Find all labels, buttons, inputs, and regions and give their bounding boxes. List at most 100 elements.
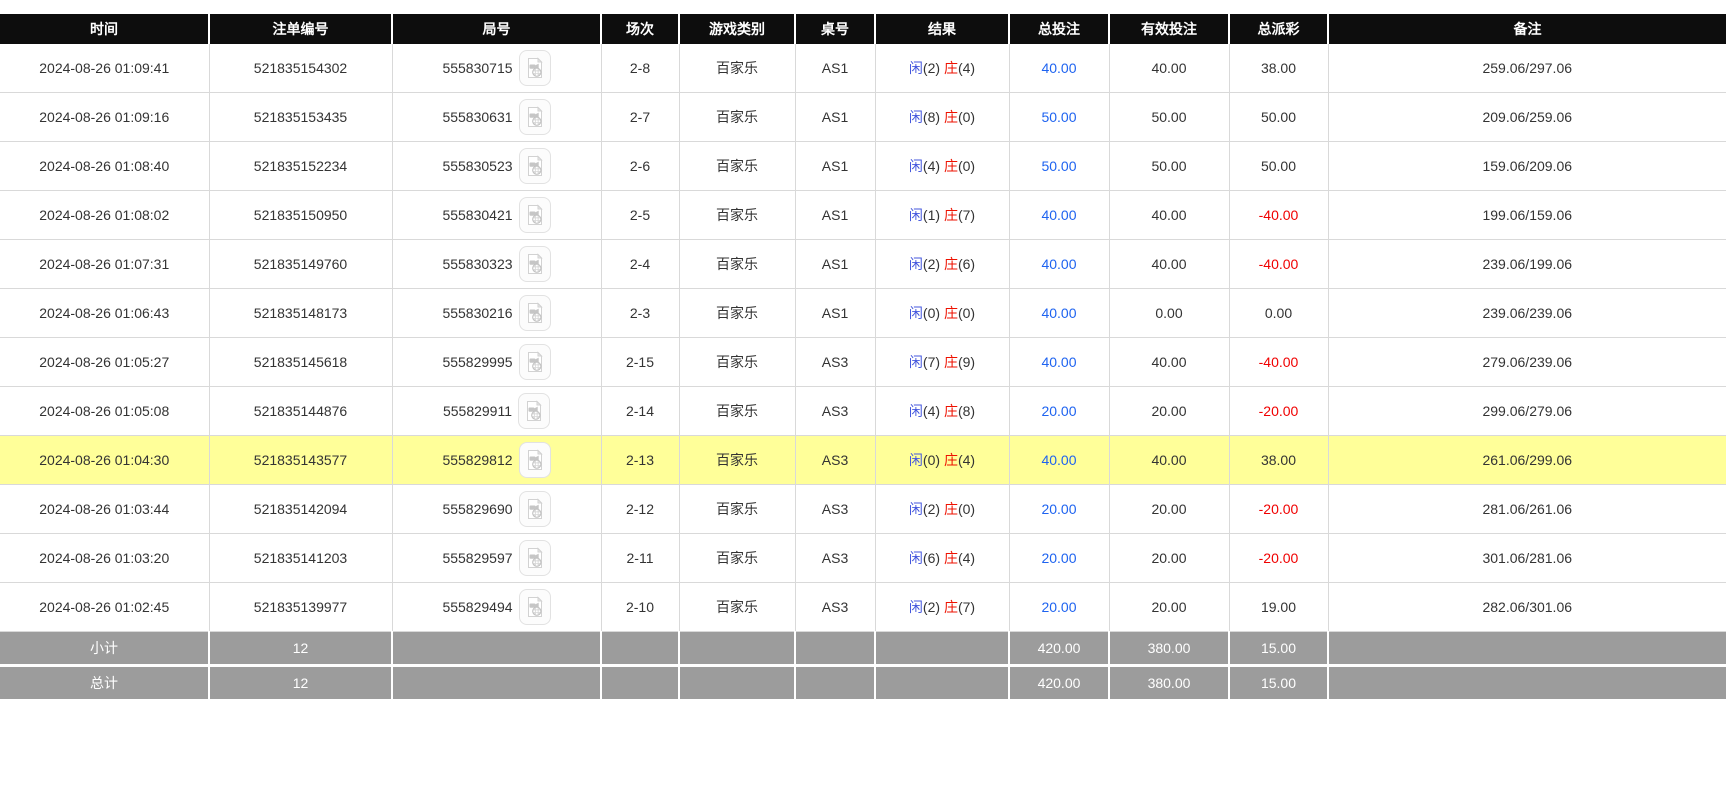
table-row[interactable]: 2024-08-26 01:08:40 521835152234 5558305… [0,141,1726,191]
cell-total-bet: 20.00 [1009,386,1110,436]
cell-payout: -40.00 [1229,337,1329,387]
video-replay-icon[interactable] [518,197,551,233]
result-player-label: 闲 [908,354,923,370]
cell-round-no: 555830421 [392,190,602,240]
payout-value: -20.00 [1258,403,1299,419]
cell-bet-no: 521835149760 [209,239,393,289]
footer-empty-cell [1328,665,1726,702]
grand-total-count: 12 [209,665,393,702]
cell-remark: 239.06/239.06 [1328,288,1726,338]
cell-bet-no: 521835141203 [209,533,393,583]
cell-time: 2024-08-26 01:03:44 [0,484,210,534]
cell-result: 闲(2) 庄(4) [875,44,1010,93]
result-player-points: (2) [922,256,941,272]
footer-empty-cell [601,665,680,702]
video-replay-icon[interactable] [518,393,551,429]
round-number: 555830323 [442,256,513,272]
cell-total-bet: 50.00 [1009,141,1110,191]
table-row[interactable]: 2024-08-26 01:04:30 521835143577 5558298… [0,435,1726,485]
round-number: 555829812 [442,452,513,468]
cell-valid-bet: 20.00 [1109,533,1230,583]
result-banker-label: 庄 [943,501,958,517]
total-bet-link[interactable]: 50.00 [1041,109,1077,125]
cell-result: 闲(0) 庄(4) [875,435,1010,485]
total-bet-link[interactable]: 40.00 [1041,256,1077,272]
total-bet-link[interactable]: 40.00 [1041,354,1077,370]
video-replay-icon[interactable] [518,442,551,478]
total-bet-link[interactable]: 40.00 [1041,452,1077,468]
cell-session: 2-5 [601,190,680,240]
table-row[interactable]: 2024-08-26 01:09:41 521835154302 5558307… [0,44,1726,93]
total-bet-link[interactable]: 20.00 [1041,550,1077,566]
cell-result: 闲(0) 庄(0) [875,288,1010,338]
total-bet-link[interactable]: 20.00 [1041,501,1077,517]
cell-remark: 279.06/239.06 [1328,337,1726,387]
video-replay-icon[interactable] [518,50,551,86]
total-bet-link[interactable]: 20.00 [1041,599,1077,615]
result-player-points: (2) [922,599,941,615]
table-row[interactable]: 2024-08-26 01:05:27 521835145618 5558299… [0,337,1726,387]
cell-round-no: 555830631 [392,92,602,142]
cell-session: 2-13 [601,435,680,485]
table-header: 时间 注单编号 局号 场次 游戏类别 桌号 结果 总投注 有效投注 总派彩 备注 [0,14,1726,44]
result-player-label: 闲 [908,207,923,223]
footer-empty-cell [392,665,602,702]
cell-total-bet: 20.00 [1009,484,1110,534]
total-bet-link[interactable]: 40.00 [1041,60,1077,76]
round-number: 555829995 [442,354,513,370]
round-number: 555829597 [442,550,513,566]
col-header-table-no: 桌号 [795,14,876,44]
video-replay-icon[interactable] [518,246,551,282]
cell-round-no: 555829995 [392,337,602,387]
cell-valid-bet: 20.00 [1109,386,1230,436]
video-replay-icon[interactable] [518,491,551,527]
total-bet-link[interactable]: 50.00 [1041,158,1077,174]
footer-empty-cell [601,631,680,667]
result-banker-points: (8) [957,403,976,419]
round-number: 555830631 [442,109,513,125]
cell-session: 2-6 [601,141,680,191]
video-replay-icon[interactable] [518,540,551,576]
table-row[interactable]: 2024-08-26 01:02:45 521835139977 5558294… [0,582,1726,632]
result-banker-label: 庄 [943,550,958,566]
video-replay-icon[interactable] [518,344,551,380]
cell-valid-bet: 50.00 [1109,92,1230,142]
cell-payout: 50.00 [1229,92,1329,142]
video-replay-icon[interactable] [518,295,551,331]
cell-valid-bet: 20.00 [1109,582,1230,632]
cell-session: 2-15 [601,337,680,387]
table-row[interactable]: 2024-08-26 01:06:43 521835148173 5558302… [0,288,1726,338]
table-row[interactable]: 2024-08-26 01:08:02 521835150950 5558304… [0,190,1726,240]
cell-total-bet: 40.00 [1009,44,1110,93]
video-replay-icon[interactable] [518,589,551,625]
total-bet-link[interactable]: 20.00 [1041,403,1077,419]
result-banker-label: 庄 [943,599,958,615]
table-row[interactable]: 2024-08-26 01:03:20 521835141203 5558295… [0,533,1726,583]
video-replay-icon[interactable] [518,148,551,184]
result-banker-label: 庄 [943,207,958,223]
cell-table-no: AS3 [795,386,876,436]
cell-total-bet: 40.00 [1009,288,1110,338]
grand-total-payout: 15.00 [1229,665,1329,702]
cell-remark: 259.06/297.06 [1328,44,1726,93]
cell-table-no: AS3 [795,582,876,632]
result-player-points: (1) [922,207,941,223]
cell-remark: 299.06/279.06 [1328,386,1726,436]
footer-empty-cell [1328,631,1726,667]
cell-payout: 38.00 [1229,435,1329,485]
total-bet-link[interactable]: 40.00 [1041,305,1077,321]
cell-round-no: 555829494 [392,582,602,632]
cell-total-bet: 50.00 [1009,92,1110,142]
table-row[interactable]: 2024-08-26 01:09:16 521835153435 5558306… [0,92,1726,142]
table-row[interactable]: 2024-08-26 01:07:31 521835149760 5558303… [0,239,1726,289]
video-replay-icon[interactable] [518,99,551,135]
table-row[interactable]: 2024-08-26 01:05:08 521835144876 5558299… [0,386,1726,436]
table-row[interactable]: 2024-08-26 01:03:44 521835142094 5558296… [0,484,1726,534]
cell-remark: 281.06/261.06 [1328,484,1726,534]
result-banker-points: (0) [957,158,976,174]
cell-valid-bet: 40.00 [1109,337,1230,387]
total-bet-link[interactable]: 40.00 [1041,207,1077,223]
cell-session: 2-10 [601,582,680,632]
cell-time: 2024-08-26 01:09:16 [0,92,210,142]
result-player-label: 闲 [908,599,923,615]
